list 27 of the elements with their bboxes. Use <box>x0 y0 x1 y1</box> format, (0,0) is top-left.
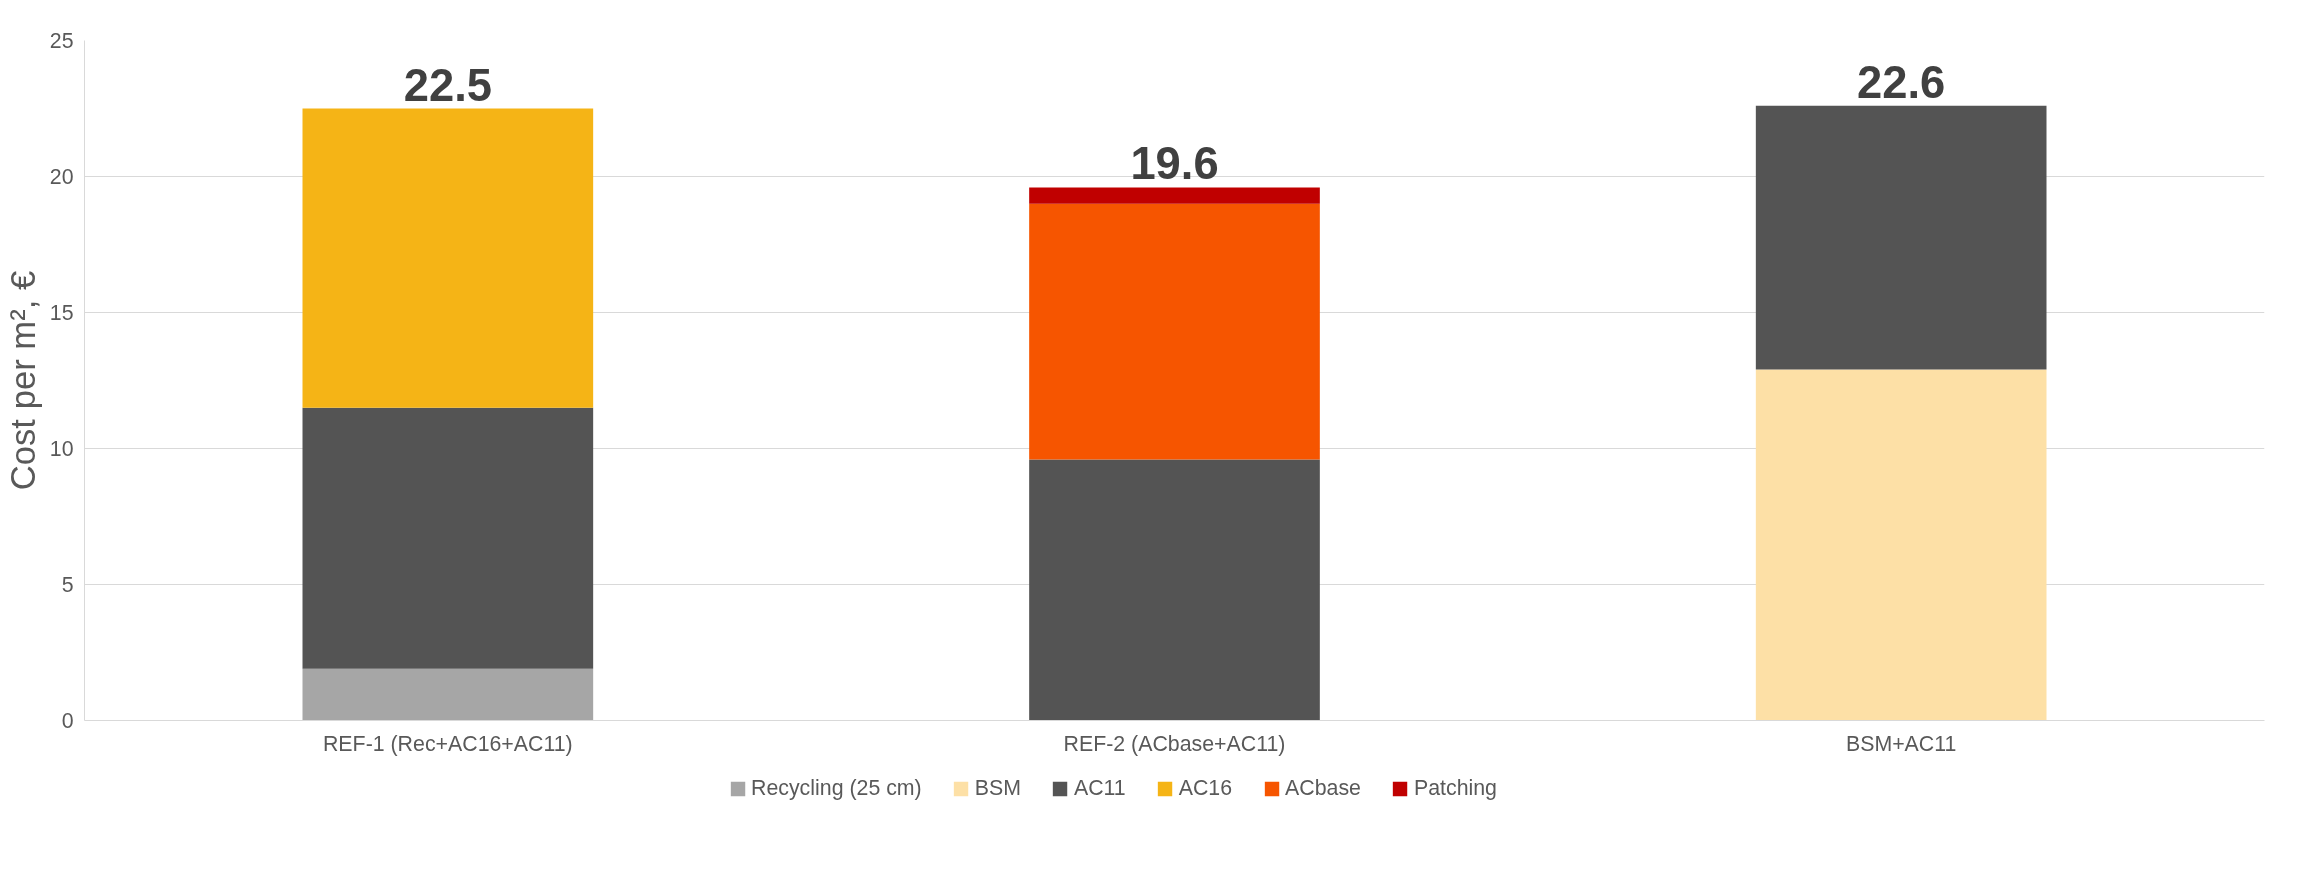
legend-label: ACbase <box>1285 775 1361 801</box>
y-axis-title: Cost per m², € <box>3 270 42 491</box>
total-label: 22.6 <box>1857 56 1946 108</box>
y-tick-label: 5 <box>61 573 74 597</box>
x-tick-label: REF-1 (Rec+AC16+AC11) <box>322 731 573 756</box>
legend-label: AC16 <box>1178 775 1233 801</box>
y-tick-label: 0 <box>61 709 74 733</box>
legend-label: Patching <box>1413 775 1497 801</box>
bar <box>302 668 594 721</box>
y-tick-label: 20 <box>49 165 74 189</box>
total-label: 22.5 <box>403 59 492 111</box>
bar <box>1755 105 2047 370</box>
bar <box>1029 459 1320 721</box>
bar <box>1755 369 2047 721</box>
legend-label: BSM <box>974 775 1021 801</box>
total-label: 19.6 <box>1130 138 1219 190</box>
y-tick-label: 10 <box>49 437 74 461</box>
x-tick-label: REF-2 (ACbase+AC11) <box>1063 731 1286 756</box>
legend-label: Recycling (25 cm) <box>751 775 922 801</box>
x-tick-label: BSM+AC11 <box>1845 731 1957 756</box>
legend-label: AC11 <box>1073 775 1126 801</box>
bar <box>1029 203 1320 460</box>
y-tick-label: 25 <box>49 29 74 53</box>
y-tick-label: 15 <box>49 301 74 325</box>
bar <box>302 407 594 669</box>
bar <box>1029 187 1320 204</box>
bar <box>302 108 594 408</box>
